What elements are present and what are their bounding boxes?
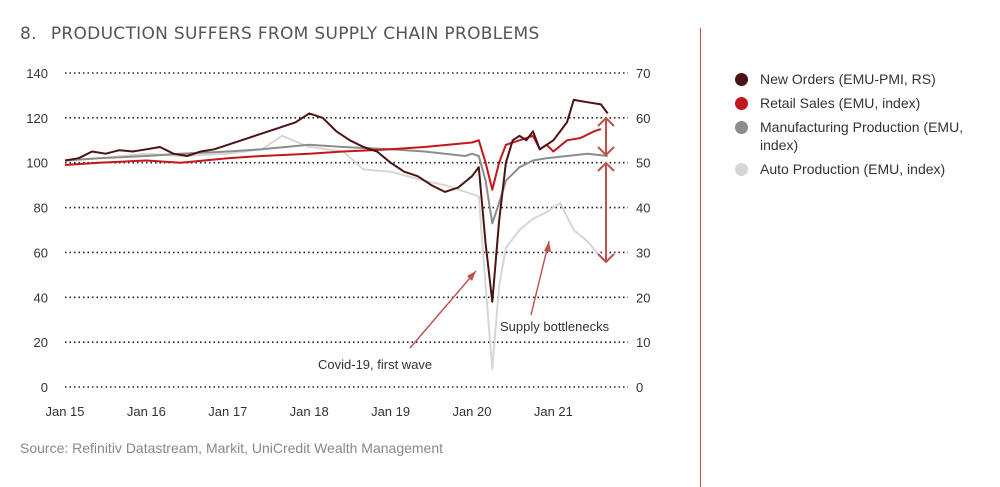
y-right-tick-label: 70 [636, 66, 650, 81]
y-right-tick-label: 0 [636, 380, 643, 395]
series-line-retail-sales [64, 128, 602, 191]
y-left-tick-label: 20 [34, 335, 48, 350]
legend-dot-retail-sales [735, 97, 748, 110]
y-left-tick-label: 60 [34, 245, 48, 260]
annotation-supply: Supply bottlenecks [500, 319, 610, 334]
x-tick-label: Jan 21 [534, 404, 573, 419]
annotation-arrow-supply [530, 240, 550, 316]
legend-dot-new-orders [735, 73, 748, 86]
y-right-tick-label: 30 [636, 245, 650, 260]
legend-item-manufacturing: Manufacturing Production (EMU, index) [735, 118, 995, 154]
gap-arrow-lower-head-top [597, 161, 615, 172]
legend-item-retail-sales: Retail Sales (EMU, index) [735, 94, 995, 112]
line-chart: 0 0 20 10 40 20 60 30 80 40 100 50 120 60 140 70 Jan 15 J… [26, 66, 650, 419]
series-line-new-orders [64, 98, 609, 303]
y-left-tick-label: 0 [41, 380, 48, 395]
series-line-auto [64, 134, 602, 371]
y-left-tick-label: 40 [34, 290, 48, 305]
chart-title: 8. PRODUCTION SUFFERS FROM SUPPLY CHAIN P… [20, 24, 540, 44]
y-left-tick-label: 120 [26, 111, 48, 126]
y-right-tick-label: 40 [636, 201, 650, 216]
legend-item-auto: Auto Production (EMU, index) [735, 160, 995, 178]
x-tick-label: Jan 16 [127, 404, 166, 419]
annotation-arrowhead-covid [467, 271, 476, 281]
y-right-tick-label: 20 [636, 290, 650, 305]
legend-label-manufacturing: Manufacturing Production (EMU, index) [760, 119, 964, 153]
x-tick-label: Jan 19 [371, 404, 410, 419]
x-tick-label: Jan 20 [452, 404, 491, 419]
y-left-tick-label: 100 [26, 156, 48, 171]
y-right-tick-label: 50 [636, 156, 650, 171]
annotation-covid: Covid-19, first wave [318, 357, 432, 372]
source-note: Source: Refinitiv Datastream, Markit, Un… [20, 440, 444, 456]
legend-dot-auto [735, 163, 748, 176]
gap-arrow-upper-head-top [597, 116, 615, 127]
chart-title-text: PRODUCTION SUFFERS FROM SUPPLY CHAIN PRO… [50, 24, 540, 44]
y-right-tick-label: 60 [636, 111, 650, 126]
legend-dot-manufacturing [735, 121, 748, 134]
gap-arrow-upper-head-bottom [597, 146, 615, 157]
x-tick-label: Jan 15 [45, 404, 84, 419]
annotation-arrow-covid [409, 270, 477, 349]
legend-label-retail-sales: Retail Sales (EMU, index) [760, 95, 921, 111]
y-right-tick-label: 10 [636, 335, 650, 350]
x-tick-label: Jan 18 [290, 404, 329, 419]
annotation-arrowhead-supply [544, 241, 551, 252]
chart-number: 8. [20, 24, 37, 44]
y-left-tick-label: 80 [34, 201, 48, 216]
legend-item-new-orders: New Orders (EMU-PMI, RS) [735, 70, 995, 88]
legend-label-new-orders: New Orders (EMU-PMI, RS) [760, 71, 936, 87]
x-tick-label: Jan 17 [208, 404, 247, 419]
vertical-divider [700, 28, 701, 487]
gap-arrow-lower-head-bottom [597, 253, 615, 264]
legend-label-auto: Auto Production (EMU, index) [760, 161, 946, 177]
y-left-tick-label: 140 [26, 66, 48, 81]
chart-legend: New Orders (EMU-PMI, RS) Retail Sales (E… [735, 70, 995, 184]
series-line-manufacturing [64, 143, 608, 225]
